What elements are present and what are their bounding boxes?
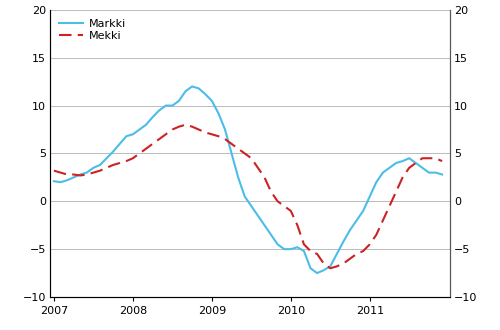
Mekki xyxy=(150,142,156,146)
Markki xyxy=(176,99,182,103)
Legend: Markki, Mekki: Markki, Mekki xyxy=(56,16,130,44)
Markki xyxy=(163,104,169,108)
Mekki xyxy=(301,242,307,246)
Line: Markki: Markki xyxy=(54,86,442,273)
Mekki xyxy=(189,125,195,129)
Mekki xyxy=(51,169,57,173)
Markki xyxy=(314,271,320,275)
Markki xyxy=(150,115,156,119)
Mekki xyxy=(163,132,169,136)
Line: Mekki: Mekki xyxy=(54,125,442,268)
Mekki xyxy=(439,159,445,163)
Mekki xyxy=(116,161,122,165)
Markki xyxy=(439,173,445,177)
Markki xyxy=(189,84,195,88)
Markki xyxy=(51,179,57,183)
Mekki xyxy=(176,125,182,129)
Mekki xyxy=(328,266,334,270)
Markki xyxy=(182,89,188,93)
Mekki xyxy=(182,123,188,127)
Markki xyxy=(116,142,122,146)
Markki xyxy=(301,249,307,253)
